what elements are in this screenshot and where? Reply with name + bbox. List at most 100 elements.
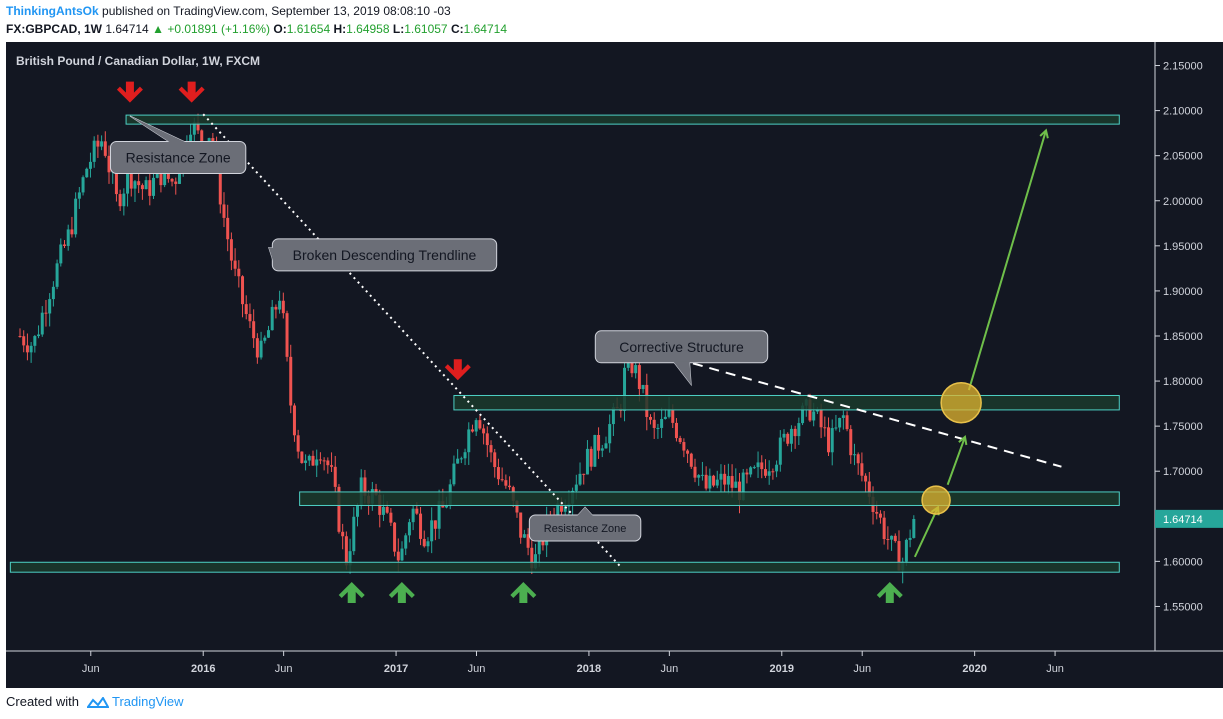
candle-body — [152, 177, 156, 196]
candle-body — [211, 138, 215, 144]
time-tick-label: 2017 — [384, 663, 408, 675]
candle-body — [819, 409, 823, 428]
time-tick-label: 2019 — [770, 663, 794, 675]
publish-info: ThinkingAntsOk published on TradingView.… — [6, 4, 451, 18]
price-zone — [9, 561, 1120, 573]
author-name[interactable]: ThinkingAntsOk — [6, 4, 99, 18]
candle-body — [389, 512, 393, 523]
candle-body — [48, 299, 52, 314]
candle-body — [875, 511, 879, 514]
time-tick-label: 2018 — [577, 663, 601, 675]
time-tick-label: 2016 — [191, 663, 215, 675]
candle-body — [756, 462, 760, 468]
candle-body — [912, 518, 916, 538]
candle-body — [719, 473, 723, 480]
candle-body — [326, 460, 330, 466]
candle-body — [559, 503, 563, 512]
candle-body — [467, 429, 471, 453]
candle-body — [778, 437, 782, 465]
high-label: H: — [333, 22, 347, 36]
candle-body — [333, 466, 337, 487]
candle-body — [637, 365, 641, 390]
low-label: L: — [392, 22, 405, 36]
candle-body — [515, 500, 519, 513]
candle-body — [856, 454, 860, 464]
candle-body — [96, 140, 100, 147]
candle-body — [526, 534, 530, 548]
price-tick-label: 1.85000 — [1163, 331, 1203, 343]
candle-body — [415, 508, 419, 514]
candle-body — [652, 419, 656, 428]
candle-body — [289, 356, 293, 406]
candle-body — [712, 475, 716, 486]
symbol-label: FX:GBPCAD, 1W — [6, 22, 102, 36]
created-with-text: Created with — [6, 694, 79, 709]
candle-body — [255, 338, 259, 358]
candle-body — [485, 433, 489, 446]
candle-body — [59, 244, 63, 264]
open-label: O: — [273, 22, 287, 36]
candle-body — [830, 428, 834, 453]
candle-body — [671, 410, 675, 423]
publish-text: published on TradingView.com, September … — [102, 4, 451, 18]
candle-body — [482, 428, 486, 434]
candle-body — [519, 512, 523, 538]
time-axis-panel — [0, 651, 1223, 688]
annotations-layer: Resistance Zone Broken Descending Trendli… — [109, 81, 982, 604]
candle-body — [300, 451, 304, 463]
candle-body — [689, 453, 693, 467]
candle-body — [66, 229, 70, 246]
candle-body — [118, 194, 122, 207]
symbol-info: FX:GBPCAD, 1W 1.64714 ▲ +0.01891 (+1.16%… — [6, 22, 507, 36]
candle-body — [426, 541, 430, 547]
candle-body — [170, 178, 174, 182]
candle-body — [137, 181, 141, 186]
candle-body — [393, 522, 397, 552]
candle-body — [281, 300, 285, 314]
callout-pointer-fill — [577, 507, 594, 517]
candle-body — [252, 321, 256, 339]
price-tick-label: 1.90000 — [1163, 286, 1203, 298]
candle-body — [200, 130, 204, 148]
candle-body — [452, 463, 456, 485]
candle-body — [801, 405, 805, 424]
time-tick-label: Jun — [275, 663, 293, 675]
candle-body — [715, 479, 719, 486]
down-arrow-icon — [444, 359, 471, 381]
candle-body — [678, 438, 682, 443]
candle-body — [634, 365, 638, 374]
candle-body — [537, 536, 541, 555]
candle-body — [422, 538, 426, 547]
candle-body — [867, 481, 871, 497]
price-chart[interactable]: Resistance Zone Broken Descending Trendli… — [0, 42, 1223, 688]
candle-body — [352, 516, 356, 552]
candle-body — [474, 420, 478, 432]
price-tick-label: 1.70000 — [1163, 466, 1203, 478]
candle-body — [752, 467, 756, 469]
candle-body — [222, 204, 226, 218]
candle-body — [411, 508, 415, 523]
callout-label: Broken Descending Trendline — [293, 247, 477, 263]
up-arrow-icon — [510, 582, 537, 604]
close-label: C: — [450, 22, 464, 36]
candle-body — [700, 474, 704, 476]
candle-body — [812, 411, 816, 421]
candle-body — [908, 537, 912, 540]
candle-body — [18, 335, 22, 337]
price-change: +0.01891 (+1.16%) — [167, 22, 271, 36]
price-axis-panel — [1155, 42, 1223, 688]
candle-body — [285, 313, 289, 357]
candle-body — [337, 486, 341, 532]
candle-body — [864, 475, 868, 482]
time-tick-label: Jun — [468, 663, 486, 675]
tradingview-brand[interactable]: TradingView — [112, 694, 184, 709]
candle-body — [92, 140, 96, 162]
candle-body — [663, 416, 667, 419]
candle-body — [177, 171, 181, 184]
candle-body — [775, 464, 779, 472]
candle-body — [437, 501, 441, 529]
candle-body — [85, 168, 89, 178]
candle-body — [738, 481, 742, 501]
candle-body — [270, 306, 274, 331]
chart-background — [0, 42, 1223, 688]
